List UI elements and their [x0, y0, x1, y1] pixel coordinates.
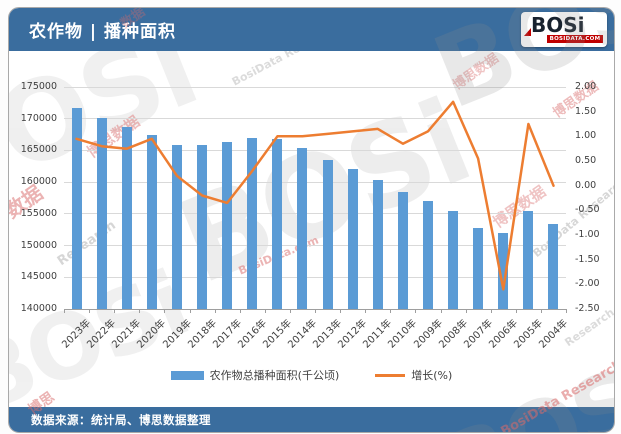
x-axis-tick	[340, 309, 342, 313]
x-axis-tick	[189, 309, 191, 313]
bar-2008年	[448, 211, 459, 309]
x-axis-tick	[566, 309, 567, 313]
x-axis-tick	[114, 309, 116, 313]
y-axis-label-right: -1.50	[575, 253, 600, 265]
x-axis-tick	[390, 309, 392, 313]
bar-2017年	[222, 142, 233, 309]
x-axis-tick	[64, 309, 65, 313]
gridline	[64, 213, 566, 215]
bar-2007年	[473, 227, 484, 309]
bar-2009年	[422, 201, 433, 309]
footer-bar: 数据来源：统计局、博思数据整理	[9, 407, 614, 432]
bar-2015年	[272, 139, 283, 309]
x-axis-tick	[214, 309, 216, 313]
legend-bar-label: 农作物总播种面积(千公顷)	[209, 369, 340, 382]
y-axis-label-right: 0.00	[575, 179, 597, 191]
y-axis-label-left: 145000	[20, 271, 57, 283]
y-axis-label-right: -1.00	[575, 229, 600, 240]
x-axis-tick	[415, 309, 417, 313]
legend-line-swatch	[375, 373, 406, 377]
x-axis-tick	[365, 309, 367, 313]
gridline	[64, 149, 566, 151]
bar-2014年	[297, 147, 308, 309]
logo-text: BOSi	[531, 13, 585, 37]
y-axis-label-left: 150000	[20, 239, 57, 251]
bosidata-logo: BOSi BOSIDATA.COM	[521, 12, 607, 47]
x-axis-tick	[289, 309, 291, 313]
x-axis-tick	[139, 309, 141, 313]
y-axis-label-left: 170000	[20, 112, 57, 124]
bar-2019年	[171, 144, 182, 309]
y-axis-label-left: 140000	[20, 303, 57, 314]
y-axis-label-left: 175000	[20, 81, 57, 92]
bar-2023年	[71, 107, 82, 309]
x-axis-tick	[465, 309, 467, 313]
logo-triangle-icon	[524, 28, 531, 36]
bar-2016年	[247, 137, 258, 309]
y-axis-label-left: 165000	[20, 144, 57, 156]
legend-line-label: 增长(%)	[411, 369, 453, 382]
y-axis-label-right: 1.00	[575, 130, 597, 142]
bar-2005年	[523, 211, 534, 309]
legend: 农作物总播种面积(千公顷) 增长(%)	[9, 367, 614, 383]
legend-item-area: 农作物总播种面积(千公顷)	[170, 367, 340, 383]
x-axis-tick	[89, 309, 91, 313]
legend-item-growth: 增长(%)	[375, 367, 452, 383]
y-axis-label-left: 160000	[20, 176, 57, 188]
logo-domain: BOSIDATA.COM	[547, 35, 603, 43]
data-source: 数据来源：统计局、博思数据整理	[31, 412, 211, 427]
gridline	[64, 245, 566, 247]
gridline	[64, 86, 566, 88]
y-axis-label-right: -2.50	[575, 303, 600, 314]
bar-2012年	[347, 169, 358, 309]
x-axis-tick	[239, 309, 241, 313]
y-axis-label-right: 2.00	[575, 81, 597, 92]
x-axis-tick	[515, 309, 517, 313]
gridline	[64, 118, 566, 120]
page-title: 农作物 | 播种面积	[29, 22, 177, 42]
x-axis-tick	[540, 309, 542, 313]
legend-bar-swatch	[170, 370, 204, 380]
gridline	[64, 276, 566, 278]
bar-2020年	[146, 134, 157, 309]
y-axis-label-right: -0.50	[575, 204, 600, 216]
bar-2010年	[397, 191, 408, 309]
header-bar: 农作物 | 播种面积 BOSi BOSIDATA.COM	[9, 8, 614, 51]
bar-2021年	[121, 126, 132, 309]
bar-2022年	[96, 118, 107, 309]
y-axis-label-right: 0.50	[575, 155, 597, 166]
x-axis-tick	[490, 309, 492, 313]
x-axis-tick	[440, 309, 442, 313]
y-axis-label-right: -2.00	[575, 278, 600, 290]
x-axis-tick	[315, 309, 316, 313]
x-axis-tick	[164, 309, 166, 313]
gridline	[64, 181, 566, 183]
y-axis-label-right: 1.50	[575, 105, 597, 117]
y-axis-label-left: 155000	[20, 207, 57, 219]
bar-2006年	[498, 232, 509, 309]
bar-2004年	[548, 224, 559, 309]
bar-2018年	[197, 144, 208, 309]
x-axis-tick	[264, 309, 266, 313]
bar-2013年	[322, 159, 333, 309]
bar-2011年	[372, 180, 383, 309]
chart-card: BOSiBOSiBOSiBOSiBOSiBosiData.com博思数据Rese…	[8, 7, 615, 433]
